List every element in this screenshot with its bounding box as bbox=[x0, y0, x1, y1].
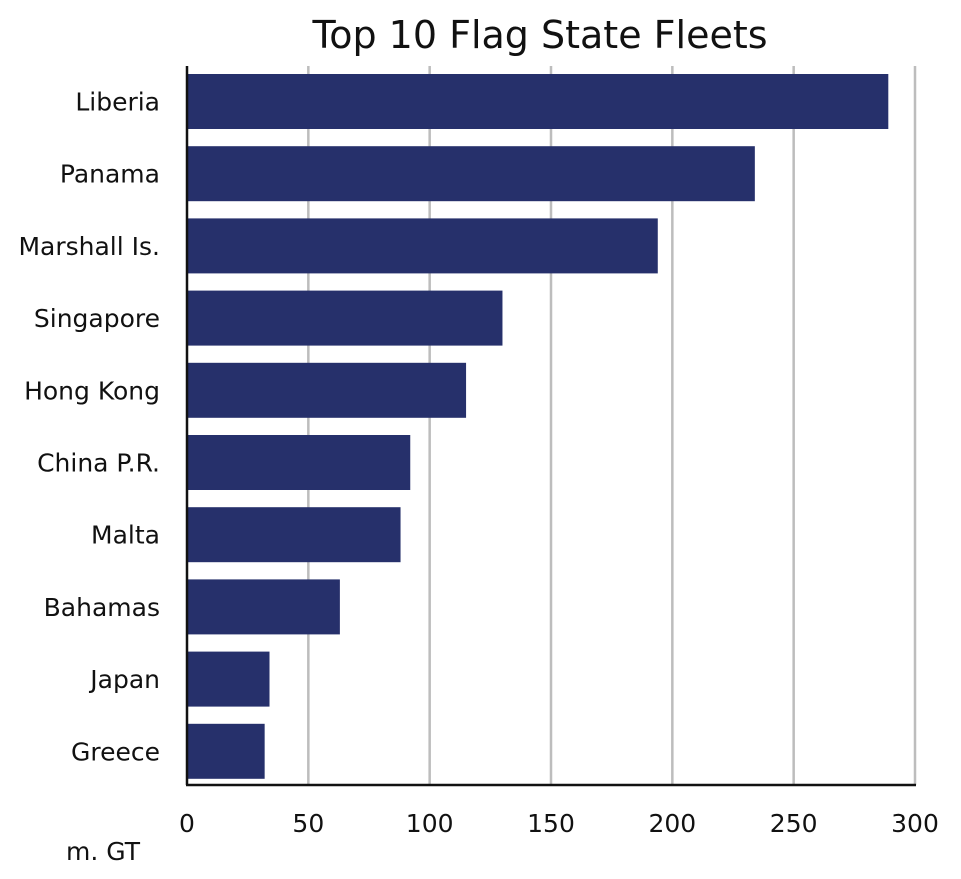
x-tick-label: 0 bbox=[179, 809, 195, 838]
bar-hong-kong bbox=[187, 362, 467, 418]
category-label: Panama bbox=[60, 160, 160, 189]
tick-labels: 0 50 100 150 200 250 300 bbox=[179, 809, 939, 838]
category-labels: Liberia Panama Marshall Is. Singapore Hong K… bbox=[18, 88, 160, 767]
category-label: Malta bbox=[91, 521, 160, 550]
bar-panama bbox=[187, 146, 755, 202]
bar-singapore bbox=[187, 290, 503, 346]
x-tick-label: 50 bbox=[292, 809, 324, 838]
bar-greece bbox=[187, 723, 265, 779]
bar-liberia bbox=[187, 74, 889, 129]
x-tick-label: 100 bbox=[406, 809, 454, 838]
x-tick-label: 200 bbox=[648, 809, 696, 838]
category-label: Marshall Is. bbox=[18, 232, 160, 261]
bar-bahamas bbox=[187, 579, 340, 635]
bar-malta bbox=[187, 507, 401, 563]
x-tick-label: 300 bbox=[891, 809, 939, 838]
bar-japan bbox=[187, 651, 270, 707]
axes bbox=[185, 66, 916, 787]
x-tick-label: 150 bbox=[527, 809, 575, 838]
category-label: Japan bbox=[88, 665, 160, 694]
x-tick-label: 250 bbox=[770, 809, 818, 838]
category-label: Greece bbox=[71, 737, 160, 766]
category-label: China P.R. bbox=[37, 449, 160, 478]
category-label: Bahamas bbox=[44, 593, 160, 622]
chart-title: Top 10 Flag State Fleets bbox=[311, 13, 767, 57]
bar-china-p-r bbox=[187, 435, 411, 490]
category-label: Singapore bbox=[34, 304, 160, 333]
category-label: Liberia bbox=[75, 88, 160, 117]
bar-marshall-is bbox=[187, 218, 658, 274]
x-axis-label: m. GT bbox=[66, 837, 141, 866]
bars bbox=[187, 74, 889, 779]
category-label: Hong Kong bbox=[24, 376, 160, 405]
